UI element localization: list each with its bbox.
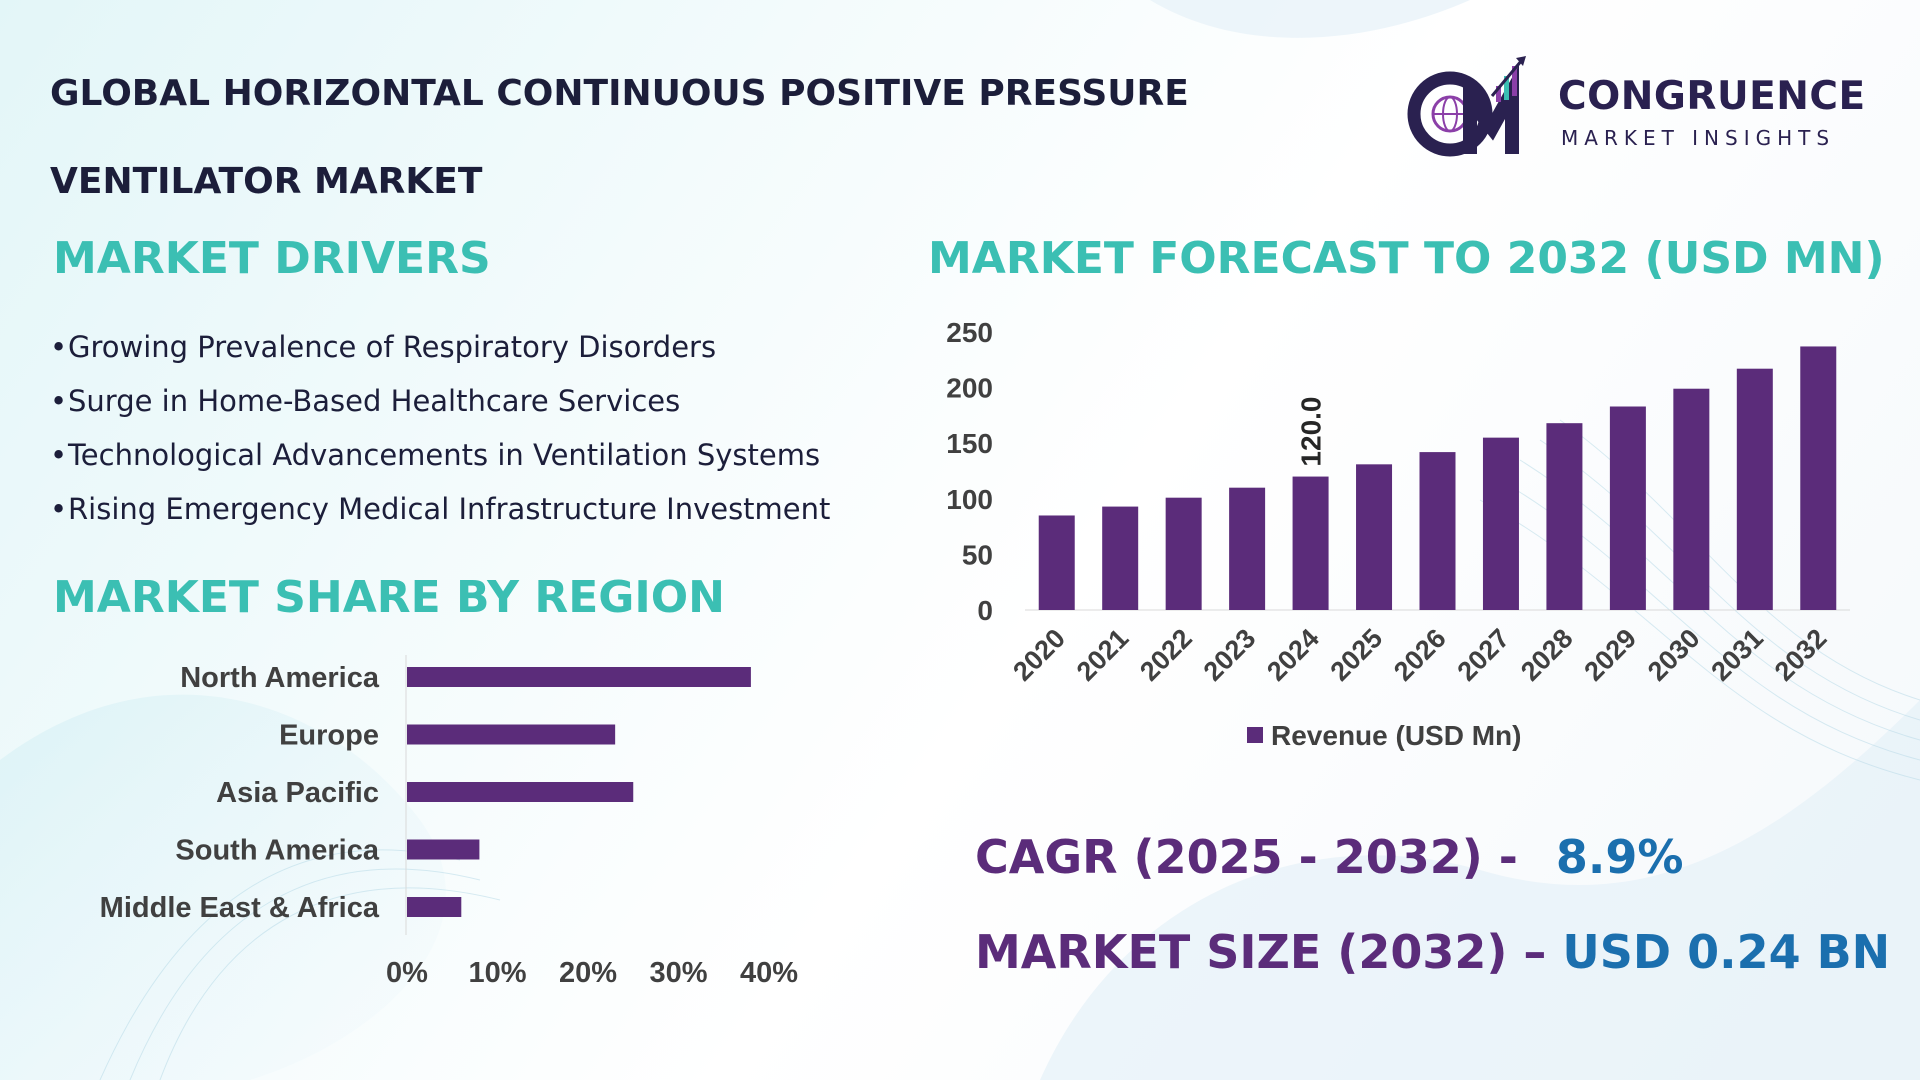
drivers-heading: MARKET DRIVERS [53,233,491,284]
forecast-y-tick: 150 [946,428,993,459]
region-category-label: Europe [279,720,379,752]
forecast-bar [1038,515,1075,610]
list-item: •Growing Prevalence of Respiratory Disor… [50,320,830,374]
bullet: • [50,330,68,364]
logo-name: CONGRUENCE [1558,74,1866,119]
forecast-x-tick: 2029 [1578,623,1642,687]
driver-text: Technological Advancements in Ventilatio… [68,438,821,472]
region-bar [407,897,462,917]
forecast-bar [1736,368,1773,610]
forecast-bar [1356,464,1393,610]
forecast-heading: MARKET FORECAST TO 2032 (USD MN) [928,233,1885,284]
cagr-stat: CAGR (2025 - 2032) - 8.9% [975,830,1683,884]
forecast-bar [1419,452,1456,610]
company-logo: CONGRUENCE MARKET INSIGHTS [1400,52,1880,162]
forecast-bar [1229,487,1266,610]
bullet: • [50,438,68,472]
cagr-value: 8.9% [1555,830,1684,884]
forecast-y-tick: 100 [946,484,993,515]
list-item: •Surge in Home-Based Healthcare Services [50,374,830,428]
forecast-y-tick: 50 [962,539,993,570]
market-size-label: MARKET SIZE (2032) – [975,925,1547,979]
forecast-x-tick: 2026 [1388,623,1452,687]
forecast-x-tick: 2030 [1642,623,1706,687]
drivers-list: •Growing Prevalence of Respiratory Disor… [50,320,830,536]
forecast-x-tick: 2027 [1452,623,1516,687]
market-size-value: USD 0.24 BN [1562,925,1891,979]
forecast-bar [1165,497,1202,610]
driver-text: Surge in Home-Based Healthcare Services [68,384,681,418]
bullet: • [50,384,68,418]
region-x-tick: 20% [559,957,617,989]
forecast-x-tick: 2028 [1515,623,1579,687]
forecast-y-tick: 0 [977,595,993,626]
title-line-2: VENTILATOR MARKET [50,161,483,202]
forecast-x-tick: 2025 [1325,623,1389,687]
region-category-label: North America [180,662,380,694]
forecast-bar [1482,437,1519,610]
forecast-legend-swatch [1247,727,1263,743]
region-x-tick: 10% [468,957,526,989]
list-item: •Rising Emergency Medical Infrastructure… [50,482,830,536]
forecast-x-tick: 2021 [1071,623,1135,687]
forecast-x-tick: 2031 [1705,623,1769,687]
forecast-bar [1546,423,1583,610]
region-heading: MARKET SHARE BY REGION [53,572,725,623]
forecast-data-label: 120.0 [1296,396,1327,466]
forecast-bar [1102,506,1139,610]
forecast-x-tick: 2024 [1261,623,1325,687]
driver-text: Rising Emergency Medical Infrastructure … [68,492,831,526]
forecast-bar [1800,346,1837,610]
forecast-bar [1292,476,1329,610]
region-x-tick: 0% [386,957,428,989]
page-title: GLOBAL HORIZONTAL CONTINUOUS POSITIVE PR… [50,50,1250,226]
driver-text: Growing Prevalence of Respiratory Disord… [68,330,717,364]
region-category-label: Middle East & Africa [100,892,380,924]
market-size-stat: MARKET SIZE (2032) – USD 0.24 BN [975,925,1890,979]
list-item: •Technological Advancements in Ventilati… [50,428,830,482]
forecast-legend-label: Revenue (USD Mn) [1271,720,1521,751]
region-x-tick: 40% [740,957,798,989]
logo-tagline: MARKET INSIGHTS [1561,126,1836,150]
forecast-x-tick: 2022 [1134,623,1198,687]
bullet: • [50,492,68,526]
forecast-x-tick: 2023 [1198,623,1262,687]
cagr-label: CAGR (2025 - 2032) - [975,830,1518,884]
forecast-y-tick: 250 [946,317,993,348]
title-line-1: GLOBAL HORIZONTAL CONTINUOUS POSITIVE PR… [50,73,1189,114]
forecast-bar [1673,388,1710,610]
globe-chart-icon [1407,56,1526,157]
forecast-x-tick: 2032 [1769,623,1833,687]
forecast-bar [1609,406,1646,610]
region-x-tick: 30% [649,957,707,989]
region-bar [407,667,751,687]
region-category-label: Asia Pacific [216,777,379,809]
region-bar [407,839,480,860]
region-bar [407,724,616,745]
region-bar [407,782,634,802]
region-category-label: South America [175,835,379,867]
forecast-x-tick: 2020 [1007,623,1071,687]
forecast-y-tick: 200 [946,373,993,404]
